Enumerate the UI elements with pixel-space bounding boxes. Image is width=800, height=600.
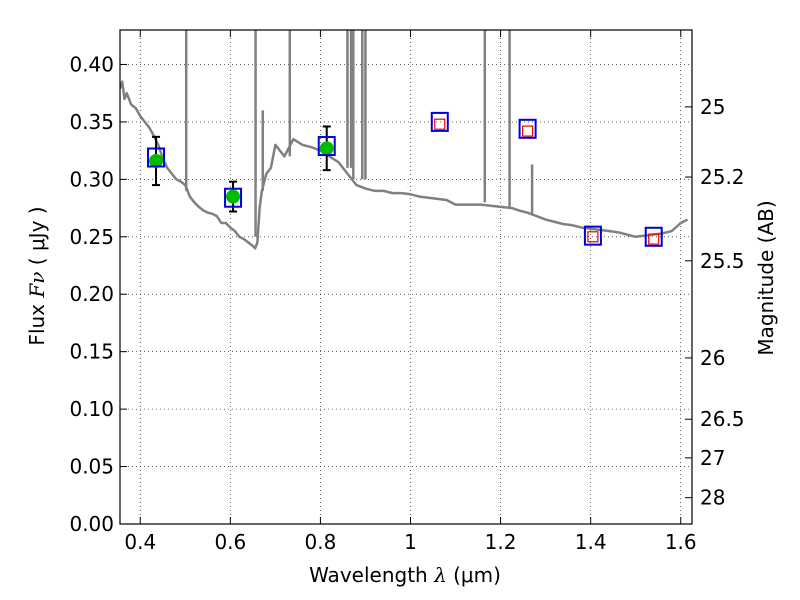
y-tick-label: 0.10 (69, 397, 114, 421)
observed-point (319, 141, 334, 156)
limit-square-point (648, 233, 660, 245)
tick-layer: 0.4 0.6 0.8 1 1.2 1.4 1.6 0.00 0.05 0.10 0.15 0.20 0… (69, 30, 745, 554)
x-tick-label: 1.2 (485, 530, 517, 554)
plot-frame (119, 29, 693, 525)
marker-layer (147, 111, 663, 247)
spectrum-line (120, 80, 689, 250)
y-tick-label: 0.40 (69, 52, 114, 76)
y2-tick-label: 26 (700, 346, 725, 370)
grid (120, 30, 692, 525)
model-square-point (147, 147, 166, 168)
y2-axis-label: Magnitude (AB) (754, 200, 778, 355)
observed-point (226, 189, 241, 204)
model-square-point (583, 225, 602, 246)
x-tick-label: 0.8 (305, 530, 337, 554)
observed-point (149, 153, 164, 168)
y-tick-label: 0.00 (69, 512, 114, 536)
model-square-point (518, 118, 537, 139)
y-tick-label: 0.25 (69, 225, 114, 249)
model-square-point (224, 187, 243, 208)
limit-square-point (587, 231, 599, 243)
y-tick-label: 0.20 (69, 282, 114, 306)
y-tick-label: 0.30 (69, 167, 114, 191)
spectrum-layer (120, 30, 689, 250)
y-tick-label: 0.35 (69, 110, 114, 134)
y2-tick-label: 25 (700, 95, 725, 119)
y-tick-label: 0.05 (69, 455, 114, 479)
y-tick-label: 0.15 (69, 340, 114, 364)
model-square-point (644, 226, 663, 247)
y2-tick-label: 27 (700, 446, 725, 470)
y2-tick-label: 25.2 (700, 165, 745, 189)
x-axis-label: Wavelength λ (μm) (309, 563, 501, 587)
x-tick-label: 1 (404, 530, 417, 554)
limit-square-point (522, 125, 534, 137)
y2-tick-label: 28 (700, 486, 725, 510)
x-tick-label: 0.4 (124, 530, 156, 554)
y2-tick-label: 25.5 (700, 249, 745, 273)
limit-square-point (434, 118, 446, 130)
model-square-point (430, 111, 449, 132)
x-tick-label: 1.4 (575, 530, 607, 554)
model-square-point (317, 136, 336, 157)
y-axis-label: Flux Fν ( μJy ) (25, 206, 49, 345)
y2-tick-label: 26.5 (700, 407, 745, 431)
x-tick-label: 0.6 (214, 530, 246, 554)
x-tick-label: 1.6 (665, 530, 697, 554)
